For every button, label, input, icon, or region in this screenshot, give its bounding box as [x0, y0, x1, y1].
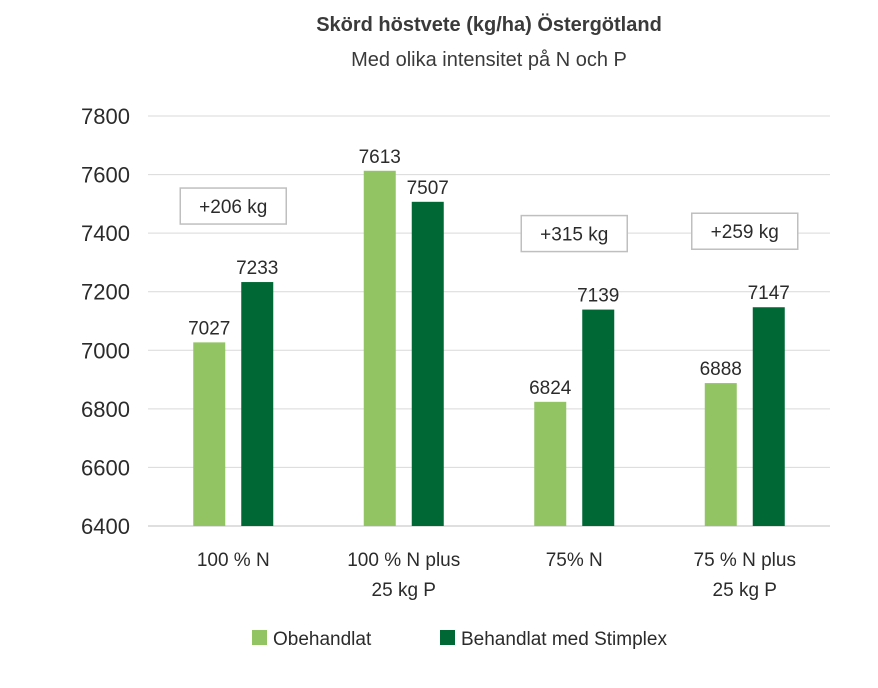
bar — [411, 201, 444, 527]
legend-label: Behandlat med Stimplex — [461, 629, 667, 650]
gain-annotation: +315 kg — [520, 214, 628, 253]
annotation-box — [691, 212, 799, 250]
annotation-text: +206 kg — [199, 197, 267, 218]
data-labels: 7027 7233 7613 7507 6824 7139 6888 7147 — [188, 147, 790, 399]
data-label: 6824 — [529, 378, 572, 399]
bar — [193, 342, 226, 526]
data-label: 7147 — [748, 283, 790, 304]
annotation-box — [520, 214, 628, 253]
bar — [534, 401, 567, 526]
x-tick-label: 100 % N plus — [347, 550, 460, 571]
y-tick-label: 6400 — [81, 514, 130, 539]
gain-annotation: +206 kg — [179, 187, 287, 225]
annotation-box — [179, 187, 287, 225]
data-label: 7139 — [577, 286, 619, 307]
bar — [582, 309, 615, 526]
legend-swatch — [440, 630, 455, 645]
y-tick-label: 7200 — [81, 280, 130, 305]
data-label: 7233 — [236, 258, 278, 279]
x-tick-label: 25 kg P — [372, 580, 436, 601]
bar — [704, 383, 737, 526]
chart-title: Skörd höstvete (kg/ha) Östergötland — [316, 13, 662, 36]
gain-annotation: +259 kg — [691, 212, 799, 250]
y-tick-label: 6800 — [81, 397, 130, 422]
annotations: +206 kg +315 kg +259 kg — [179, 187, 799, 253]
bars — [193, 170, 785, 527]
y-tick-label: 6600 — [81, 455, 130, 480]
legend-swatch — [252, 630, 267, 645]
legend: Obehandlat Behandlat med Stimplex — [252, 629, 667, 650]
y-tick-label: 7000 — [81, 338, 130, 363]
legend-label: Obehandlat — [273, 629, 372, 650]
legend-item: Behandlat med Stimplex — [440, 629, 667, 650]
data-label: 7027 — [188, 318, 230, 339]
x-axis: 100 % N 100 % N plus 25 kg P 75% N 75 % N pl… — [197, 550, 796, 601]
y-tick-label: 7400 — [81, 221, 130, 246]
annotation-text: +315 kg — [540, 225, 608, 246]
chart-subtitle: Med olika intensitet på N och P — [351, 49, 627, 71]
annotation-text: +259 kg — [711, 222, 779, 243]
data-label: 6888 — [700, 359, 742, 380]
bar — [752, 307, 785, 526]
bar — [363, 170, 396, 526]
y-axis: 6400 6600 6800 7000 7200 7400 7600 7800 — [81, 104, 130, 539]
legend-item: Obehandlat — [252, 629, 372, 650]
x-tick-label: 100 % N — [197, 550, 270, 571]
data-label: 7507 — [407, 178, 449, 199]
x-tick-label: 25 kg P — [713, 580, 777, 601]
data-label: 7613 — [359, 147, 401, 168]
bar — [241, 282, 274, 526]
y-tick-label: 7800 — [81, 104, 130, 129]
x-tick-label: 75% N — [546, 550, 603, 571]
x-tick-label: 75 % N plus — [694, 550, 796, 571]
y-tick-label: 7600 — [81, 163, 130, 188]
